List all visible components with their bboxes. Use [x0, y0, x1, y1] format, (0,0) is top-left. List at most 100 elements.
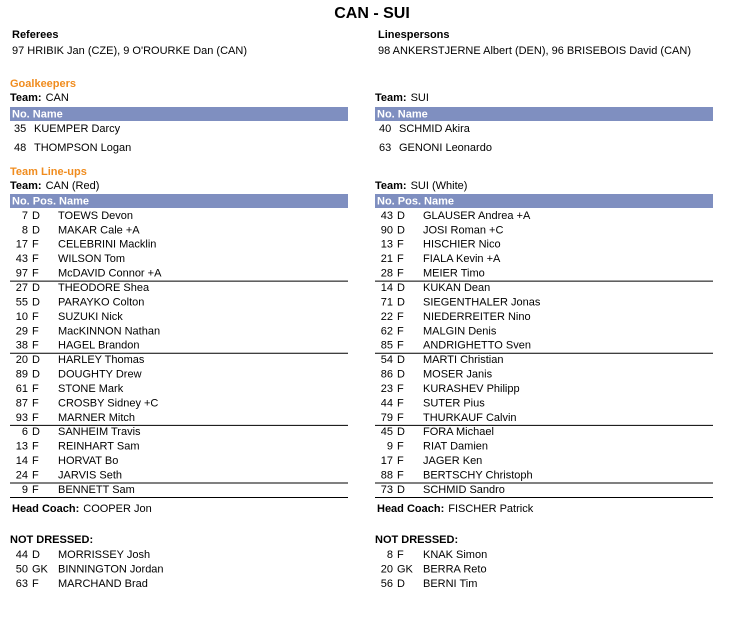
- referees: 97 HRIBIK Jan (CZE), 9 O'ROURKE Dan (CAN…: [12, 45, 247, 57]
- number: 35: [14, 123, 26, 135]
- player: JOSI Roman +C: [423, 224, 503, 236]
- player: MEIER Timo: [423, 268, 485, 280]
- position: F: [32, 383, 39, 395]
- number: 17: [16, 239, 28, 251]
- position: F: [397, 253, 404, 265]
- position: D: [397, 210, 405, 222]
- team-label: Team:: [375, 92, 407, 104]
- position: F: [397, 441, 404, 453]
- number: 89: [16, 369, 28, 381]
- player: FIALA Kevin +A: [423, 253, 501, 265]
- number: 48: [14, 142, 26, 154]
- player: BENNETT Sam: [58, 484, 135, 496]
- team-label: Team:: [375, 180, 407, 192]
- player: STONE Mark: [58, 383, 124, 395]
- position: D: [397, 354, 405, 366]
- not-dressed-label: NOT DRESSED:: [375, 534, 458, 546]
- position: D: [32, 282, 40, 294]
- number: 85: [381, 340, 393, 352]
- player: JAGER Ken: [423, 455, 482, 467]
- player: ANDRIGHETTO Sven: [423, 340, 531, 352]
- player: SCHMID Akira: [399, 123, 471, 135]
- position: F: [32, 397, 39, 409]
- player: GENONI Leonardo: [399, 142, 492, 154]
- team: Team: SUI (White): [375, 180, 467, 192]
- player: HISCHIER Nico: [423, 239, 501, 251]
- header-bar: [10, 194, 348, 208]
- position: F: [397, 397, 404, 409]
- position: F: [397, 469, 404, 481]
- player: DOUGHTY Drew: [58, 369, 142, 381]
- player: SCHMID Sandro: [423, 484, 505, 496]
- position: D: [397, 296, 405, 308]
- number: 97: [16, 268, 28, 280]
- team-name: CAN: [46, 92, 69, 104]
- header-bar: [375, 107, 713, 121]
- position: F: [397, 325, 404, 337]
- header-bar: [375, 194, 713, 208]
- position: F: [397, 311, 404, 323]
- position: D: [397, 484, 405, 496]
- team: Team: CAN (Red): [10, 180, 99, 192]
- number: 50: [16, 563, 28, 575]
- position: D: [32, 354, 40, 366]
- header: No. Pos. Name: [377, 195, 454, 207]
- number: 8: [387, 549, 393, 561]
- player: BERTSCHY Christoph: [423, 469, 533, 481]
- lineups-heading: Team Line-ups: [10, 166, 87, 178]
- position: D: [32, 296, 40, 308]
- player: SUZUKI Nick: [58, 311, 123, 323]
- number: 24: [16, 469, 28, 481]
- number: 43: [381, 210, 393, 222]
- player: JARVIS Seth: [58, 469, 122, 481]
- number: 14: [381, 282, 393, 294]
- position: F: [397, 268, 404, 280]
- header: No. Name: [377, 108, 428, 120]
- player: HARLEY Thomas: [58, 354, 145, 366]
- coach: Head Coach: FISCHER Patrick: [377, 503, 534, 515]
- referees-label: Referees: [12, 29, 58, 41]
- number: 62: [381, 325, 393, 337]
- number: 22: [381, 311, 393, 323]
- position: D: [32, 224, 40, 236]
- player: CELEBRINI Macklin: [58, 239, 156, 251]
- number: 29: [16, 325, 28, 337]
- position: GK: [397, 563, 414, 575]
- number: 88: [381, 469, 393, 481]
- position: F: [32, 441, 39, 453]
- player: THEODORE Shea: [58, 282, 150, 294]
- position: F: [397, 239, 404, 251]
- header: No. Name: [12, 108, 63, 120]
- player: MARTI Christian: [423, 354, 503, 366]
- number: 73: [381, 484, 393, 496]
- team-label: Team:: [10, 92, 42, 104]
- player: MALGIN Denis: [423, 325, 497, 337]
- number: 23: [381, 383, 393, 395]
- player: KUKAN Dean: [423, 282, 490, 294]
- linespersons: 98 ANKERSTJERNE Albert (DEN), 96 BRISEBO…: [378, 45, 691, 57]
- position: GK: [32, 563, 49, 575]
- number: 79: [381, 412, 393, 424]
- player: SUTER Pius: [423, 397, 485, 409]
- player: GLAUSER Andrea +A: [423, 210, 531, 222]
- position: F: [397, 340, 404, 352]
- number: 14: [16, 455, 28, 467]
- team-name: CAN (Red): [46, 180, 100, 192]
- player: MAKAR Cale +A: [58, 224, 140, 236]
- player: THOMPSON Logan: [34, 142, 131, 154]
- position: D: [32, 426, 40, 438]
- position: F: [32, 311, 39, 323]
- position: D: [397, 224, 405, 236]
- number: 10: [16, 311, 28, 323]
- position: D: [397, 578, 405, 590]
- number: 21: [381, 253, 393, 265]
- number: 44: [381, 397, 393, 409]
- position: F: [32, 239, 39, 251]
- number: 87: [16, 397, 28, 409]
- number: 40: [379, 123, 391, 135]
- player: MORRISSEY Josh: [58, 549, 150, 561]
- player: HAGEL Brandon: [58, 340, 140, 352]
- number: 55: [16, 296, 28, 308]
- number: 20: [16, 354, 28, 366]
- team-name: SUI: [411, 92, 429, 104]
